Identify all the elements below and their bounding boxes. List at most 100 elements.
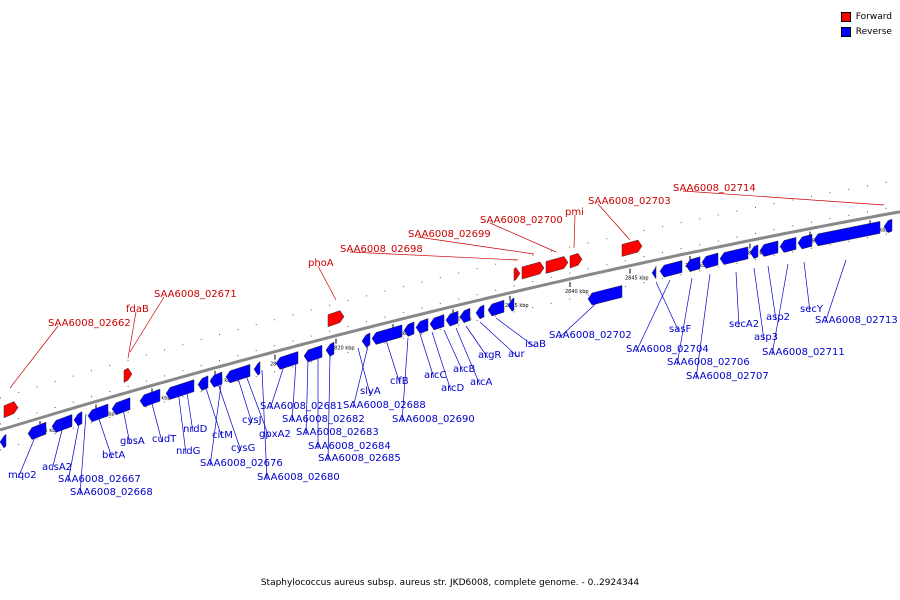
reverse-gene-label-26-leader: [443, 329, 464, 373]
gene-reverse: [111, 397, 131, 416]
forward-gene-label-5-leader: [417, 236, 535, 255]
reverse-gene-label-33-leader: [635, 279, 671, 353]
reverse-gene-label-1: acsA2: [42, 462, 72, 473]
gene-reverse: [659, 260, 683, 278]
tick-label: 2820 kbp: [331, 346, 355, 352]
gene-reverse: [51, 414, 73, 433]
reverse-gene-label-14-leader: [261, 369, 268, 481]
tick-label: 2830 kbp: [448, 316, 472, 322]
reverse-gene-label-9-leader: [203, 381, 223, 439]
reverse-gene-label-1-leader: [51, 421, 65, 471]
gene-saa6008-02703: [621, 239, 643, 257]
reverse-gene-label-19: SAA6008_02685: [318, 453, 401, 464]
reverse-gene-label-3-leader: [79, 413, 87, 496]
gene-reverse: [209, 371, 223, 388]
reverse-gene-label-23-leader: [401, 337, 409, 423]
gene-reverse: [361, 332, 371, 348]
reverse-gene-label-41-leader: [824, 259, 847, 324]
gene-reverse: [415, 318, 429, 334]
reverse-swatch: [840, 26, 851, 37]
reverse-gene-label-12: cysJ: [242, 415, 262, 426]
reverse-gene-label-24-leader: [419, 333, 435, 379]
gene-reverse: [445, 310, 459, 327]
forward-guide-arc: [0, 179, 900, 399]
gene-reverse: [779, 237, 797, 253]
forward-gene-label-3-leader: [317, 265, 337, 301]
reverse-gene-label-6: cudT: [152, 434, 177, 445]
reverse-gene-label-17-leader: [305, 359, 309, 436]
gene-reverse: [0, 433, 7, 449]
gene-saa6008-02698: [513, 267, 521, 282]
reverse-gene-label-36: secA2: [729, 319, 759, 330]
gene-reverse: [253, 361, 261, 376]
genome-caption: Staphylococcus aureus subsp. aureus str.…: [260, 578, 640, 588]
forward-gene-label-5: SAA6008_02699: [408, 229, 491, 240]
reverse-gene-label-35-leader: [695, 273, 711, 380]
reverse-gene-label-27: arcA: [470, 377, 493, 388]
forward-swatch: [840, 11, 851, 22]
tick-label: 2845 kbp: [625, 276, 649, 282]
reverse-gene-label-22: clfB: [390, 376, 409, 387]
gene-reverse: [813, 221, 881, 247]
gene-reverse: [507, 297, 515, 312]
reverse-gene-label-15: SAA6008_02681: [260, 401, 343, 412]
gene-reverse: [487, 299, 505, 317]
reverse-gene-label-28-leader: [465, 325, 489, 359]
forward-gene-label-4: SAA6008_02698: [340, 244, 423, 255]
gene-reverse: [303, 344, 323, 363]
reverse-gene-label-8-leader: [185, 385, 194, 433]
reverse-gene-label-10: cysG: [231, 443, 255, 454]
reverse-gene-label-27-leader: [455, 327, 481, 386]
reverse-gene-label-33: SAA6008_02704: [626, 344, 709, 355]
gene-reverse: [197, 375, 209, 391]
reverse-gene-label-34: SAA6008_02706: [667, 357, 750, 368]
tick-label: 2840 kbp: [565, 289, 589, 295]
reverse-gene-label-22-leader: [385, 339, 401, 385]
reverse-gene-label-2: SAA6008_02667: [58, 474, 141, 485]
reverse-gene-label-4-leader: [95, 409, 113, 459]
reverse-gene-label-40-leader: [803, 261, 811, 313]
reverse-gene-label-0: mqo2: [8, 470, 37, 481]
reverse-gene-label-29: aur: [508, 349, 525, 360]
forward-gene-label-9-leader: [682, 190, 885, 206]
legend-item-reverse: Reverse: [840, 24, 892, 39]
reverse-gene-label-25-leader: [431, 331, 452, 392]
forward-gene-label-6-leader: [489, 222, 557, 253]
reverse-gene-label-17: SAA6008_02683: [296, 427, 379, 438]
reverse-gene-label-29-leader: [479, 321, 519, 358]
reverse-gene-label-34-leader: [676, 277, 693, 366]
forward-gene-label-4-leader: [349, 251, 519, 261]
reverse-gene-label-15-leader: [269, 365, 285, 410]
forward-gene-label-2-leader: [129, 296, 165, 353]
forward-gene-label-9: SAA6008_02714: [673, 183, 756, 194]
gene-reverse: [27, 421, 47, 440]
gene-reverse: [325, 341, 335, 357]
gene-reverse: [685, 256, 701, 272]
reverse-gene-label-39-leader: [771, 263, 789, 356]
reverse-gene-label-32: sasF: [669, 324, 692, 335]
forward-gene-label-0: SAA6008_02662: [48, 318, 131, 329]
forward-gene-label-7-leader: [573, 214, 576, 249]
reverse-gene-label-14: SAA6008_02680: [257, 472, 340, 483]
reverse-gene-label-20: slyA: [360, 386, 381, 397]
reverse-gene-label-31: SAA6008_02702: [549, 330, 632, 341]
gene-reverse: [587, 285, 623, 306]
reverse-gene-label-35: SAA6008_02707: [686, 371, 769, 382]
reverse-gene-label-7: nrdG: [176, 446, 200, 457]
reverse-gene-label-11: SAA6008_02676: [200, 458, 283, 469]
gene-saa6008-02700: [545, 256, 569, 274]
gene-reverse: [225, 363, 251, 384]
reverse-gene-label-2-leader: [67, 417, 81, 483]
reverse-gene-label-11-leader: [209, 377, 223, 467]
legend-item-forward: Forward: [840, 9, 892, 24]
reverse-gene-label-9: citM: [212, 430, 233, 441]
gene-fdaB: [123, 367, 133, 383]
reverse-gene-label-18: SAA6008_02684: [308, 441, 391, 452]
forward-gene-label-0-leader: [9, 325, 59, 389]
gene-reverse: [371, 324, 403, 345]
gene-reverse: [475, 304, 485, 320]
forward-gene-label-6: SAA6008_02700: [480, 215, 563, 226]
gene-reverse: [759, 240, 779, 257]
reverse-gene-label-6-leader: [149, 395, 163, 443]
reverse-gene-label-36-leader: [735, 271, 740, 328]
